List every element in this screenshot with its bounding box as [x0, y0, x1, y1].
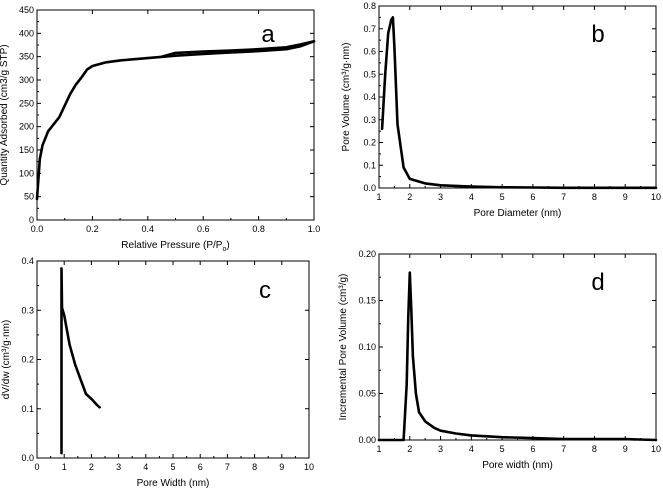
x-tick-label: 6 [530, 192, 535, 202]
x-axis-label: Pore Diameter (nm) [474, 208, 562, 219]
y-tick-label: 0.15 [358, 296, 376, 306]
x-tick-label: 0.2 [86, 224, 99, 234]
plot-frame [378, 5, 657, 189]
panel-label: a [261, 21, 275, 48]
x-tick-label: 6 [530, 444, 535, 454]
series-line-0 [377, 271, 658, 442]
x-tick-label: 5 [500, 192, 505, 202]
x-tick-label: 1.0 [308, 224, 321, 234]
y-tick-label: 0.2 [21, 355, 34, 365]
y-tick-label: 0.0 [21, 453, 34, 463]
y-tick-label: 50 [24, 192, 34, 202]
x-axis-label: Pore width (nm) [482, 460, 553, 471]
series-line-0 [380, 16, 658, 190]
x-tick-label: 0.8 [252, 224, 265, 234]
x-tick-label: 0.6 [197, 224, 210, 234]
y-axis-label: Pore Volume (cm³/g·nm) [341, 43, 352, 152]
panel-label: c [259, 277, 271, 304]
chart-panel-b: 1 2 3 4 5 6 7 8 9 10 0.0 0.1 0.2 0.3 0.4 0.5 0.6 0.7 0.8 Po… [341, 1, 661, 219]
x-tick-label: 1 [62, 462, 67, 472]
x-tick-label: 4 [469, 192, 474, 202]
y-tick-label: 450 [19, 5, 34, 15]
y-tick-label: 0.1 [363, 160, 376, 170]
y-tick-label: 0.2 [363, 138, 376, 148]
x-axis-label: Relative Pressure (P/Po) [121, 240, 229, 253]
y-tick-label: 250 [19, 98, 34, 108]
y-tick-label: 200 [19, 122, 34, 132]
x-tick-label: 7 [561, 444, 566, 454]
y-tick-label: 300 [19, 75, 34, 85]
x-tick-label: 10 [651, 192, 661, 202]
y-tick-label: 0.7 [363, 24, 376, 34]
x-tick-label: 3 [438, 192, 443, 202]
series-line-0 [60, 267, 101, 455]
y-tick-label: 0.4 [363, 92, 376, 102]
x-tick-label: 7 [561, 192, 566, 202]
x-tick-label: 3 [116, 462, 121, 472]
y-tick-label: 0.20 [358, 249, 376, 259]
x-tick-label: 6 [198, 462, 203, 472]
x-tick-label: 2 [89, 462, 94, 472]
x-tick-label: 4 [143, 462, 148, 472]
chart-panel-a: 0.0 0.2 0.4 0.6 0.8 1.0 0 50 100 150 200 250 300 350 4… [0, 5, 320, 253]
x-tick-label: 2 [407, 192, 412, 202]
y-tick-label: 0.1 [21, 404, 34, 414]
x-tick-label: 5 [500, 444, 505, 454]
y-tick-label: 0.5 [363, 69, 376, 79]
y-tick-label: 0.10 [358, 342, 376, 352]
panel-label: b [591, 21, 604, 48]
x-tick-label: 4 [469, 444, 474, 454]
x-tick-label: 7 [225, 462, 230, 472]
y-axis-label: Incremental Pore Volume (cm³/g) [338, 274, 349, 421]
x-tick-label: 1 [376, 444, 381, 454]
y-tick-label: 400 [19, 28, 34, 38]
x-tick-label: 0.0 [31, 224, 44, 234]
x-tick-label: 3 [438, 444, 443, 454]
y-tick-label: 0.6 [363, 47, 376, 57]
x-tick-label: 2 [407, 444, 412, 454]
series-line-1 [160, 39, 316, 59]
x-tick-label: 5 [170, 462, 175, 472]
y-tick-label: 0.3 [21, 305, 34, 315]
panel-label: d [591, 269, 604, 296]
x-tick-label: 9 [279, 462, 284, 472]
y-axis-label: Quantity Adsorbed (cm3/g STP) [0, 44, 10, 185]
y-tick-label: 0.00 [358, 435, 376, 445]
y-tick-label: 0 [29, 215, 34, 225]
x-tick-label: 10 [304, 462, 314, 472]
y-tick-label: 100 [19, 168, 34, 178]
series-line-0 [35, 39, 316, 201]
x-tick-label: 1 [376, 192, 381, 202]
y-tick-label: 0.4 [21, 256, 34, 266]
y-tick-label: 0.8 [363, 1, 376, 11]
y-tick-label: 350 [19, 52, 34, 62]
x-tick-label: 9 [623, 192, 628, 202]
y-tick-label: 0.3 [363, 115, 376, 125]
chart-panel-d: 1 2 3 4 5 6 7 8 9 10 0.00 0.05 0.10 0.15 0.20 Pore widt… [338, 249, 661, 471]
x-tick-label: 9 [623, 444, 628, 454]
x-tick-label: 0 [34, 462, 39, 472]
y-tick-label: 0.0 [363, 183, 376, 193]
x-tick-label: 8 [592, 444, 597, 454]
y-tick-label: 150 [19, 145, 34, 155]
x-axis-label: Pore Width (nm) [137, 478, 210, 489]
x-tick-label: 8 [592, 192, 597, 202]
x-tick-label: 8 [252, 462, 257, 472]
y-tick-label: 0.05 [358, 389, 376, 399]
x-tick-label: 10 [651, 444, 661, 454]
chart-panel-c: 0 1 2 3 4 5 6 7 8 9 10 0.0 0.1 0.2 0.3 0.4 Pore Width (n… [1, 256, 314, 489]
x-tick-label: 0.4 [142, 224, 155, 234]
y-axis-label: dV/dw (cm³/g·nm) [1, 320, 12, 399]
